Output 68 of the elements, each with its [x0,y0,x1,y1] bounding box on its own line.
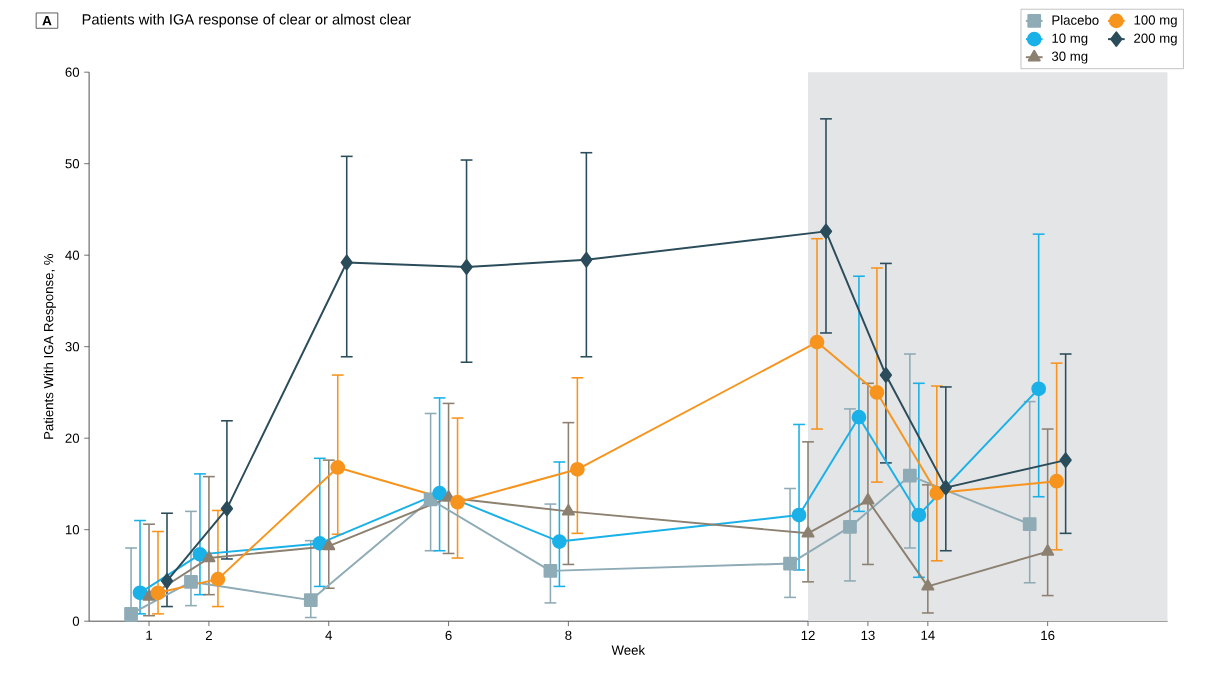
legend-label: 200 mg [1134,33,1177,46]
x-tick-label: 1 [146,630,153,640]
chart-title: Patients with IGA response of clear or almost clear [82,13,411,28]
point [1022,517,1037,532]
y-tick-label: 40 [65,250,80,261]
y-axis-title: Patients With IGA Response, % [43,254,56,440]
x-tick-label: 8 [565,630,572,641]
point [929,485,945,501]
point [851,409,867,425]
point [303,593,318,608]
point [202,550,216,563]
x-tick-label: 2 [205,630,212,641]
x-tick-label: 12 [801,630,815,641]
point [160,573,174,589]
point [124,607,138,621]
point [869,385,885,400]
point [819,223,833,240]
x-tick-label: 6 [445,630,452,641]
point [340,254,353,271]
y-tick-label: 30 [65,342,80,352]
point [1031,381,1047,397]
point [210,571,226,587]
point [879,367,893,384]
x-tick-label: 13 [861,630,875,641]
legend-label: 100 mg [1134,15,1177,28]
point [1059,452,1072,469]
x-axis-title: Week [611,645,646,656]
point [184,575,198,589]
point [1041,544,1055,557]
point [570,462,585,477]
legend-label: Placebo [1052,15,1099,26]
point [921,579,935,591]
point [939,479,952,496]
y-tick-label: 50 [65,159,80,169]
point [543,564,558,578]
point [322,539,336,551]
point [312,536,328,551]
point [861,493,875,505]
point [220,500,234,517]
point [783,556,797,571]
x-tick-label: 14 [921,630,935,640]
point [843,520,857,535]
x-tick-label: 4 [325,630,333,640]
point [450,495,465,510]
y-tick-label: 60 [65,67,80,78]
y-tick-label: 0 [72,616,80,627]
legend-label: 10 mg [1052,33,1088,46]
point [460,259,473,276]
point [330,460,346,476]
x-tick-label: 16 [1041,630,1055,641]
point [142,589,156,601]
point [791,507,807,523]
point [801,526,815,538]
y-tick-label: 10 [65,525,80,535]
text: A [42,16,52,26]
point [911,507,927,523]
point [580,252,593,268]
point [561,504,575,516]
y-tick-label: 20 [65,433,80,444]
point [809,334,825,350]
legend-label: 30 mg [1051,51,1088,64]
point [1049,474,1064,489]
point [132,585,148,601]
point [432,485,447,501]
point [902,469,917,483]
point [552,534,567,550]
point [150,585,166,601]
point [192,547,208,562]
